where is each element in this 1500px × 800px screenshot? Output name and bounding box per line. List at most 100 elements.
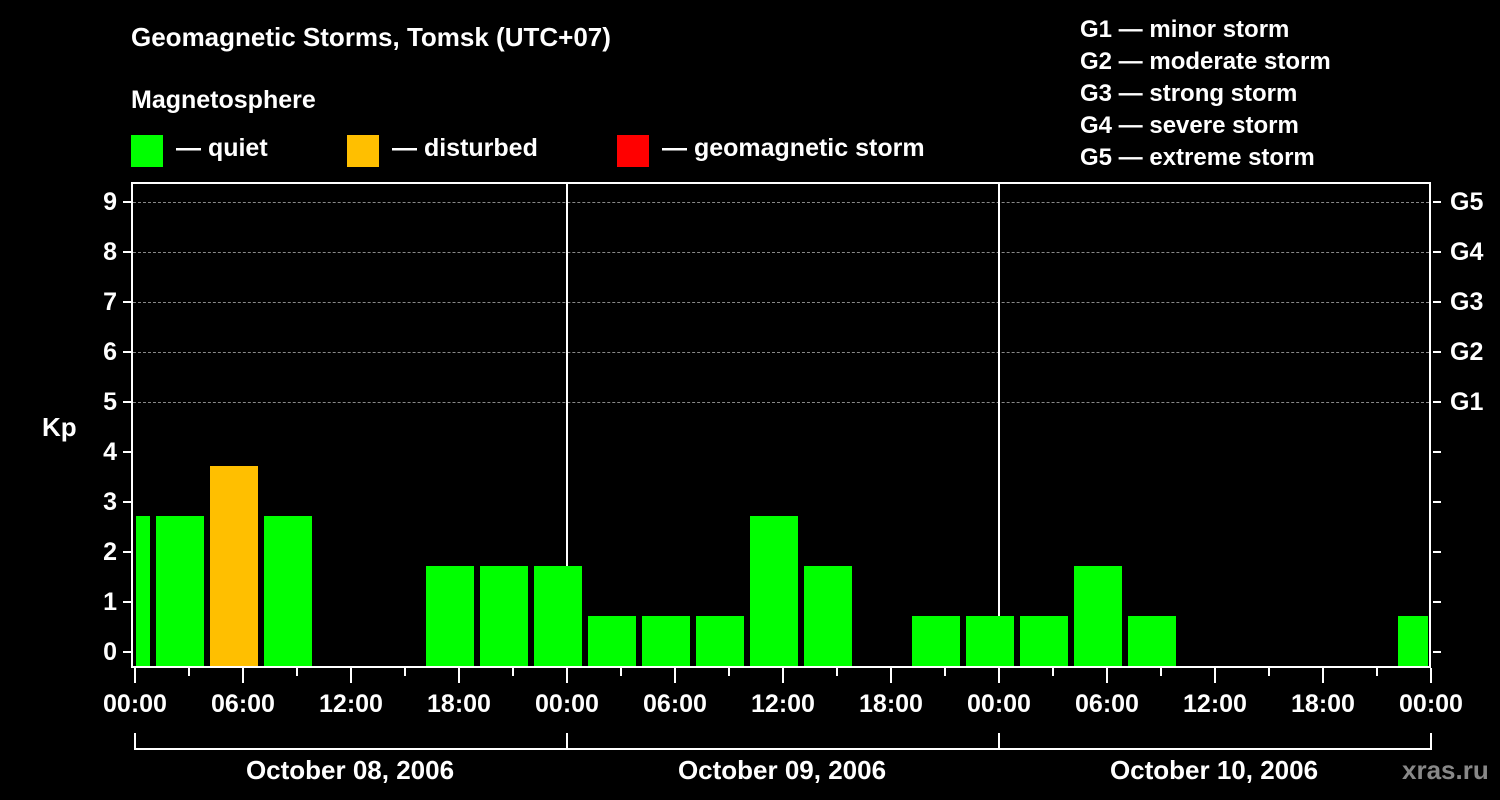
g-scale-legend: G1 — minor storm G2 — moderate storm G3 …	[1080, 14, 1331, 174]
legend-label-disturbed: — disturbed	[392, 134, 538, 162]
x-tick	[1052, 668, 1054, 676]
x-tick-label: 06:00	[1075, 690, 1139, 718]
date-label-oct09: October 09, 2006	[677, 755, 887, 785]
x-tick	[566, 668, 568, 683]
date-bracket-tick	[1430, 733, 1432, 749]
y-tick-label: 7	[103, 288, 117, 316]
date-label-oct10: October 10, 2006	[1109, 755, 1319, 785]
kp-bar	[750, 516, 798, 666]
x-tick	[836, 668, 838, 676]
y-tick-label: 2	[103, 538, 117, 566]
gridline	[133, 252, 1429, 253]
date-bracket-tick	[998, 733, 1000, 749]
y-tick	[123, 201, 131, 203]
kp-bar	[1020, 616, 1068, 666]
right-tick	[1433, 351, 1441, 353]
g4-legend: G4 — severe storm	[1080, 112, 1299, 139]
right-tick	[1433, 501, 1441, 503]
y-tick	[123, 301, 131, 303]
g1-axis-label: G1	[1450, 388, 1484, 416]
chart-title: Geomagnetic Storms, Tomsk (UTC+07)	[131, 22, 611, 52]
x-tick	[134, 668, 136, 683]
gridline	[133, 352, 1429, 353]
kp-bar	[136, 516, 150, 666]
right-tick	[1433, 301, 1441, 303]
date-label-oct08: October 08, 2006	[245, 755, 455, 785]
y-tick	[123, 551, 131, 553]
date-bracket-tick	[566, 733, 568, 749]
kp-bar	[696, 616, 744, 666]
g2-axis-label: G2	[1450, 338, 1484, 366]
day-separator	[566, 182, 568, 668]
x-tick	[1106, 668, 1108, 683]
y-tick-label: 1	[103, 588, 117, 616]
kp-bar	[480, 566, 528, 666]
kp-bar	[210, 466, 258, 666]
kp-bar	[1128, 616, 1176, 666]
x-tick	[728, 668, 730, 676]
kp-bar	[1398, 616, 1428, 666]
g2-legend: G2 — moderate storm	[1080, 48, 1331, 75]
y-tick-label: 9	[103, 188, 117, 216]
x-tick	[620, 668, 622, 676]
right-tick	[1433, 451, 1441, 453]
y-tick-label: 4	[103, 438, 117, 466]
day-separator	[998, 182, 1000, 668]
kp-bar	[534, 566, 582, 666]
y-tick	[123, 601, 131, 603]
kp-bar	[912, 616, 960, 666]
x-tick	[404, 668, 406, 676]
x-tick	[350, 668, 352, 683]
x-tick	[296, 668, 298, 676]
x-tick-label: 18:00	[427, 690, 491, 718]
legend-swatch-storm	[617, 135, 649, 167]
g5-axis-label: G5	[1450, 188, 1484, 216]
y-tick	[123, 251, 131, 253]
x-tick-label: 18:00	[859, 690, 923, 718]
kp-bar	[804, 566, 852, 666]
y-tick	[123, 401, 131, 403]
y-tick	[123, 351, 131, 353]
y-tick	[123, 651, 131, 653]
y-tick-label: 0	[103, 638, 117, 666]
x-tick	[1322, 668, 1324, 683]
legend-swatch-disturbed	[347, 135, 379, 167]
date-bracket-line	[134, 748, 1432, 750]
x-tick	[782, 668, 784, 683]
date-bracket-tick	[134, 733, 136, 749]
x-tick	[998, 668, 1000, 683]
kp-bar	[966, 616, 1014, 666]
x-tick-label: 00:00	[103, 690, 167, 718]
x-tick-label: 12:00	[319, 690, 383, 718]
x-tick	[1268, 668, 1270, 676]
right-tick	[1433, 651, 1441, 653]
x-tick	[1160, 668, 1162, 676]
y-tick	[123, 451, 131, 453]
g3-legend: G3 — strong storm	[1080, 80, 1298, 107]
y-tick	[123, 501, 131, 503]
kp-bar	[264, 516, 312, 666]
g1-legend: G1 — minor storm	[1080, 16, 1290, 43]
x-tick	[674, 668, 676, 683]
y-tick-label: 3	[103, 488, 117, 516]
watermark: xras.ru	[1402, 755, 1489, 785]
magnetosphere-label: Magnetosphere	[131, 86, 316, 114]
right-tick	[1433, 401, 1441, 403]
x-tick	[512, 668, 514, 676]
kp-bar	[156, 516, 204, 666]
legend-swatch-quiet	[131, 135, 163, 167]
x-tick-label: 00:00	[1399, 690, 1463, 718]
x-tick-label: 00:00	[535, 690, 599, 718]
x-tick-label: 12:00	[751, 690, 815, 718]
g5-legend: G5 — extreme storm	[1080, 144, 1315, 171]
g3-axis-label: G3	[1450, 288, 1484, 316]
x-tick	[890, 668, 892, 683]
y-tick-label: 6	[103, 338, 117, 366]
x-tick	[944, 668, 946, 676]
x-tick	[188, 668, 190, 676]
y-tick-label: 5	[103, 388, 117, 416]
legend-label-quiet: — quiet	[176, 134, 268, 162]
gridline	[133, 302, 1429, 303]
g4-axis-label: G4	[1450, 238, 1484, 266]
gridline	[133, 202, 1429, 203]
